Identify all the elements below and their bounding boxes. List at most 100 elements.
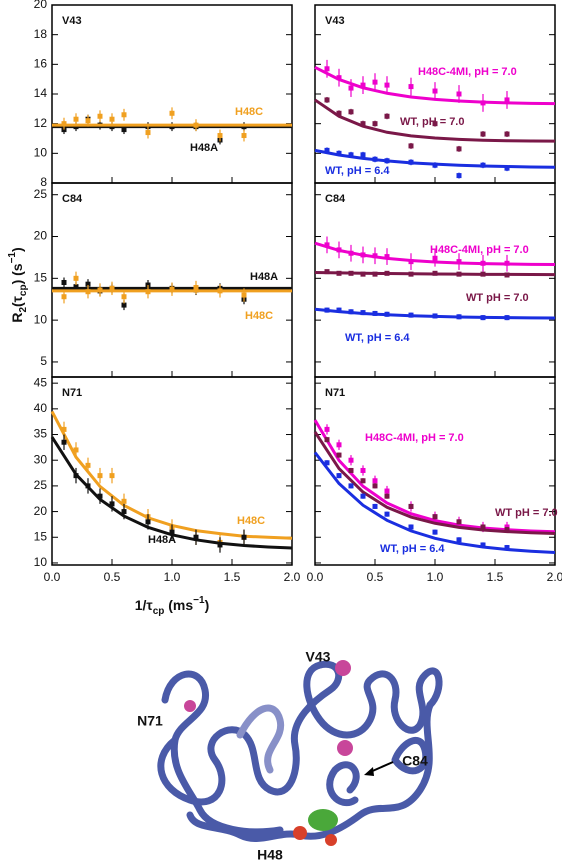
y-tick-label: 20 [34, 0, 48, 11]
y-tick-label: 10 [34, 312, 48, 326]
data-point [85, 289, 91, 295]
x-axis-label: 1/τcp (ms−1) [135, 595, 209, 617]
data-point [360, 271, 366, 277]
x-label-part: 1/τ [135, 597, 154, 613]
backbone [157, 726, 274, 806]
data-point [324, 426, 330, 432]
data-point [324, 307, 330, 313]
data-point [360, 478, 366, 484]
y-tick-label: 10 [34, 146, 48, 160]
y-label-part: R [9, 313, 25, 323]
data-point [61, 294, 67, 300]
data-point [348, 457, 354, 463]
panel: 0.0 0.5 1.0 1.5 2.0 10 15 20 25 30 35 40 45 N71 H48C H4… [34, 375, 301, 584]
data-point [372, 253, 378, 259]
panel: 8 10 12 14 16 18 20 V43 H48A H48C [34, 0, 293, 189]
data-point [372, 79, 378, 85]
data-point [109, 285, 115, 291]
y-tick-label: 8 [40, 175, 47, 189]
x-tick-label: 1.5 [487, 570, 504, 584]
data-point [432, 313, 438, 319]
panel: 5 10 15 20 25 C84 H48A H48C [34, 182, 293, 378]
y-label-part: −1 [7, 252, 18, 264]
data-point [73, 447, 79, 453]
data-point [384, 511, 390, 517]
data-point [348, 152, 354, 158]
data-point [348, 483, 354, 489]
y-label-part: ) [9, 247, 25, 252]
fit-line [313, 451, 556, 554]
backbone [391, 736, 430, 775]
data-point [432, 162, 438, 168]
data-point [408, 159, 414, 165]
data-point [384, 311, 390, 317]
y-tick-label: 10 [34, 555, 48, 569]
x-label-part: ) [205, 597, 210, 613]
data-point [504, 260, 510, 266]
data-point [217, 288, 223, 294]
structure-label: H48 [257, 847, 283, 863]
y-tick-label: 35 [34, 427, 48, 441]
data-point [480, 131, 486, 137]
panel-label: V43 [62, 15, 82, 27]
data-point [480, 524, 486, 530]
data-point [324, 242, 330, 248]
data-point [480, 271, 486, 277]
series-label: WT, pH = 7.0 [400, 116, 465, 128]
data-point [456, 91, 462, 97]
data-point [169, 110, 175, 116]
data-point [360, 467, 366, 473]
series-label: H48C [237, 515, 265, 527]
data-point [348, 309, 354, 315]
y-tick-label: 20 [34, 229, 48, 243]
data-point [372, 483, 378, 489]
series-label: H48A [190, 142, 218, 154]
data-point [384, 113, 390, 119]
data-point [480, 315, 486, 321]
data-point [372, 310, 378, 316]
data-point [73, 116, 79, 122]
data-point [97, 493, 103, 499]
data-point [336, 473, 342, 479]
y-tick-label: 40 [34, 401, 48, 415]
x-label-part: cp [153, 606, 165, 617]
data-point [336, 110, 342, 116]
data-point [504, 272, 510, 278]
data-point [324, 437, 330, 443]
data-point [121, 294, 127, 300]
data-point [336, 270, 342, 276]
y-tick-label: 25 [34, 478, 48, 492]
y-tick-label: 14 [34, 86, 48, 100]
panel-label: N71 [325, 387, 345, 399]
arrow-head [364, 767, 374, 776]
x-tick-label: 1.0 [427, 570, 444, 584]
y-tick-label: 25 [34, 187, 48, 201]
y-tick-label: 45 [34, 375, 48, 389]
data-point [408, 312, 414, 318]
y-label-part: (τ [9, 295, 25, 307]
series-label: H48A [148, 534, 176, 546]
data-point [85, 281, 91, 287]
plot-frame [51, 4, 293, 184]
data-point [360, 310, 366, 316]
series-label: H48C-4MI, pH = 7.0 [365, 432, 464, 444]
data-point [384, 488, 390, 494]
data-point [85, 118, 91, 124]
data-point [456, 314, 462, 320]
data-point [372, 478, 378, 484]
data-point [348, 85, 354, 91]
data-point [372, 121, 378, 127]
data-point [408, 271, 414, 277]
backbone [326, 761, 360, 807]
data-point [121, 112, 127, 118]
data-point [432, 121, 438, 127]
data-point [336, 452, 342, 458]
residue-sphere [184, 700, 196, 712]
data-point [480, 162, 486, 168]
data-point [480, 260, 486, 266]
data-point [217, 542, 223, 548]
data-point [193, 534, 199, 540]
y-label-part: ) (s [9, 263, 25, 284]
data-point [348, 109, 354, 115]
